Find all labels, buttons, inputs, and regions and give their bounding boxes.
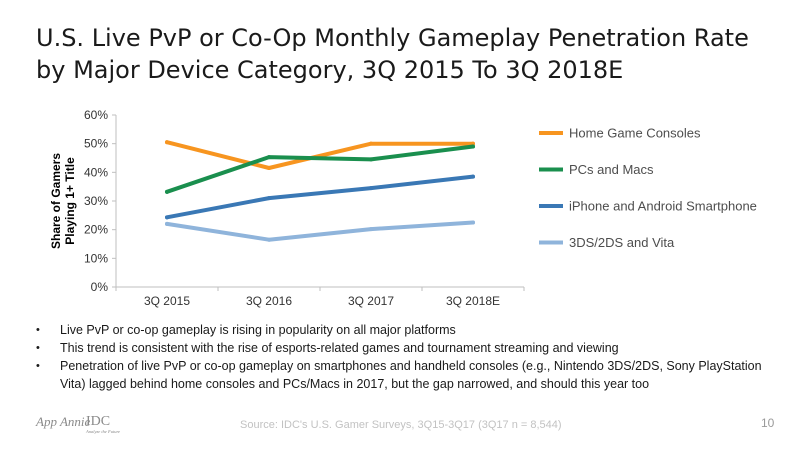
y-axis-title-line-1: Share of Gamers <box>49 153 63 249</box>
y-axis-ticks: 0% 10% 20% 30% 40% 50% 60% <box>84 108 116 294</box>
y-tick-label: 60% <box>84 108 108 122</box>
series-line-pcs-and-macs <box>165 144 475 194</box>
idc-logo: IDC Analyze the Future <box>85 414 120 434</box>
bullet-item: Live PvP or co-op gameplay is rising in … <box>36 321 776 339</box>
y-tick-label: 50% <box>84 137 108 151</box>
x-tick-label: 3Q 2016 <box>246 294 292 308</box>
data-point-pcs-and-macs <box>267 155 271 160</box>
data-point-3ds-2ds-and-vita <box>471 220 475 225</box>
chart-title: U.S. Live PvP or Co-Op Monthly Gameplay … <box>36 24 749 84</box>
x-tick-label: 3Q 2015 <box>144 294 190 308</box>
data-point-pcs-and-macs <box>471 144 475 149</box>
data-point-home-game-consoles <box>165 140 169 145</box>
data-point-iphone-and-android-smartphone <box>165 215 169 220</box>
x-axis-ticks: 3Q 2015 3Q 2016 3Q 2017 3Q 2018E <box>115 287 525 308</box>
series-line-3ds-2ds-and-vita <box>165 220 475 242</box>
page-number: 10 <box>761 416 775 430</box>
app-annie-logo: App Annie <box>36 414 91 429</box>
data-point-home-game-consoles <box>267 166 271 171</box>
legend-label: PCs and Macs <box>569 162 654 177</box>
data-point-iphone-and-android-smartphone <box>369 186 373 191</box>
legend-label: iPhone and Android Smartphone <box>569 199 757 214</box>
legend-label: 3DS/2DS and Vita <box>569 235 675 250</box>
data-point-home-game-consoles <box>369 141 373 146</box>
data-point-3ds-2ds-and-vita <box>267 237 271 242</box>
x-tick-label: 3Q 2018E <box>446 294 500 308</box>
y-tick-label: 40% <box>84 165 108 179</box>
bullet-item: This trend is consistent with the rise o… <box>36 339 776 357</box>
data-point-3ds-2ds-and-vita <box>165 221 169 226</box>
bullet-list: Live PvP or co-op gameplay is rising in … <box>36 321 776 393</box>
series-line-iphone-and-android-smartphone <box>165 174 475 220</box>
series-lines <box>165 140 475 242</box>
source-note: Source: IDC's U.S. Gamer Surveys, 3Q15-3… <box>240 419 562 431</box>
bullet-item: Penetration of live PvP or co-op gamepla… <box>36 357 776 393</box>
idc-logo-tagline: Analyze the Future <box>85 429 120 434</box>
data-point-pcs-and-macs <box>369 157 373 162</box>
data-point-pcs-and-macs <box>165 189 169 194</box>
y-axis-title-line-2: Playing 1+ Title <box>63 157 77 245</box>
data-point-3ds-2ds-and-vita <box>369 227 373 232</box>
y-tick-label: 20% <box>84 223 108 237</box>
data-point-iphone-and-android-smartphone <box>267 196 271 201</box>
legend-label: Home Game Consoles <box>569 126 701 141</box>
series-line-home-game-consoles <box>165 140 475 170</box>
y-tick-label: 10% <box>84 251 108 265</box>
y-tick-label: 30% <box>84 194 108 208</box>
legend: Home Game Consoles PCs and Macs iPhone and… <box>539 126 757 250</box>
line-chart: Share of Gamers Playing 1+ Title 0% 10% 20… <box>49 108 757 308</box>
data-point-iphone-and-android-smartphone <box>471 174 475 179</box>
y-tick-label: 0% <box>91 280 109 294</box>
y-axis-title: Share of Gamers Playing 1+ Title <box>49 153 77 249</box>
x-tick-label: 3Q 2017 <box>348 294 394 308</box>
idc-logo-text: IDC <box>86 414 110 429</box>
